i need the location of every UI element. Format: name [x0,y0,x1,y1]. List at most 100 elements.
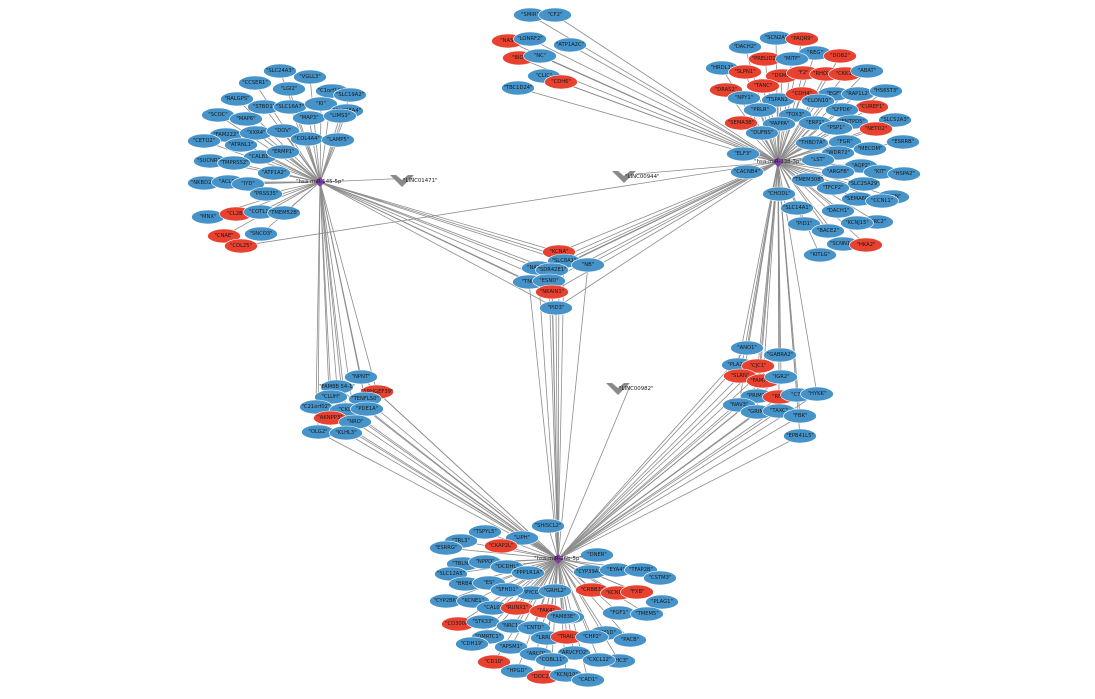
gene-node-rap1l2[interactable]: "RAP1L2" [841,86,875,102]
gene-node-fxb[interactable]: "FXB" [620,584,654,600]
gene-node-nkain1[interactable]: "NKAIN1" [535,284,569,300]
gene-node-pacb[interactable]: "PACB" [613,632,647,648]
gene-node-tmem30b[interactable]: "TMEM30B" [791,172,825,188]
gene-node-fam83e[interactable]: "FAM83E" [546,609,580,625]
gene-node-ki[interactable]: "KI" [304,96,338,112]
gene-node-tmprss2[interactable]: "TMPRSS2" [217,155,251,171]
gene-node-mitf[interactable]: "MITF" [775,51,809,67]
gene-node-atp1a2c[interactable]: "ATP1A2C" [553,37,587,53]
gene-node-lims3[interactable]: "LIMS3" [323,108,357,124]
gene-node-map3[interactable]: "MAP3" [292,110,326,126]
mirna-hub-hsa-mir-145-5p[interactable]: "hsa-miR-145-5p" [296,177,344,187]
gene-node-pde1a[interactable]: "PDE1A" [350,401,384,417]
gene-node-eya4[interactable]: "EYA4" [599,562,633,578]
gene-node-atp1a2[interactable]: "ATP1A2" [257,165,291,181]
gene-node-atrnl1[interactable]: "ATRNL1" [224,137,258,153]
gene-node-slc19a2[interactable]: "SLC19A2" [333,87,367,103]
gene-node-fgf1[interactable]: "FGF1" [602,605,636,621]
gene-node-mecom[interactable]: "MECOM" [853,141,887,157]
gene-node-tfcp2[interactable]: "TFCP2" [816,180,850,196]
gene-node-tmem52b[interactable]: "TMEM52B" [267,205,301,221]
gene-node-map6[interactable]: "MAP6" [229,111,263,127]
gene-node-igr2[interactable]: "IGR2" [764,369,798,385]
gene-node-sema3b[interactable]: "SEMA3B" [724,115,758,131]
gene-node-tbc1d24[interactable]: "TBC1D24" [501,80,535,96]
gene-node-cdh19[interactable]: "CDH19" [455,636,489,652]
mirna-hub-hsa-mir-338-3p[interactable]: "hsa-miR-338-3p" [754,157,802,167]
gene-node-hka2[interactable]: "HKA2" [849,237,883,253]
gene-node-pid3[interactable]: "PID3" [539,300,573,316]
gene-node-scn2a[interactable]: "SCN2A" [759,30,793,46]
lncrna-node-linc00982[interactable]: "LINC00982" [606,383,654,395]
gene-node-iyd[interactable]: "IYD" [231,176,265,192]
gene-node-dach2[interactable]: "DACH2" [728,39,762,55]
gene-node-nb[interactable]: "NB" [571,257,605,273]
gene-node-slc14a1[interactable]: "SLC14A1" [780,200,814,216]
gene-node-paqr9[interactable]: "PAQR9" [785,31,819,47]
gene-node-lst[interactable]: "LST" [801,152,835,168]
gene-node-lonrf2[interactable]: "LONRF2" [513,31,547,47]
gene-node-ralgps[interactable]: "RALGPS" [220,91,254,107]
gene-node-fbk[interactable]: "FBK" [783,408,817,424]
gene-node-cnae[interactable]: "CNAE" [207,228,241,244]
gene-node-cstm3[interactable]: "CSTM3" [643,570,677,586]
gene-node-elf3[interactable]: "ELF3" [726,146,760,162]
gene-node-argfb[interactable]: "ARGFB" [821,164,855,180]
gene-node-runx1[interactable]: "RUNX1" [500,600,534,616]
gene-node-cad1[interactable]: "CAD1" [571,672,605,688]
gene-node-cldn10[interactable]: "CLDN10" [801,93,835,109]
gene-node-kitlg[interactable]: "KITLG" [803,247,837,263]
gene-node-slc24a3[interactable]: "SLC24A3" [263,63,297,79]
gene-node-cobl11[interactable]: "COBL11" [535,652,569,668]
gene-node-ceto2[interactable]: "CETO2" [187,133,221,149]
gene-node-chodl[interactable]: "CHODL" [762,186,796,202]
gene-node-cd10[interactable]: "CD10" [477,654,511,670]
gene-node-sfhd1[interactable]: "SFHD1" [490,582,524,598]
gene-node-psp1[interactable]: "PSP1" [819,120,853,136]
gene-node-scoc[interactable]: "SCOC" [201,107,235,123]
gene-node-col25[interactable]: "COL25" [224,238,258,254]
gene-node-npnt[interactable]: "NPNT" [344,369,378,385]
gene-node-tanc[interactable]: "TANC" [746,78,780,94]
gene-node-cf2[interactable]: "CF2" [538,7,572,23]
gene-node-ppp1r1a[interactable]: "PPP1R1A" [511,565,545,581]
gene-node-esrrg[interactable]: "ESRRG" [429,540,463,556]
gene-node-slc25a29[interactable]: "SLC25A29" [847,176,881,192]
gene-node-lamp5[interactable]: "LAMP5" [321,132,355,148]
gene-node-hykk[interactable]: "HYKK" [800,386,834,402]
gene-node-hs6st3[interactable]: "HS6ST3" [869,83,903,99]
lncrna-node-linc00944[interactable]: "LINC00944" [612,171,660,183]
gene-node-npy1[interactable]: "NPY1" [727,90,761,106]
gene-node-col4a4[interactable]: "COL4A4" [290,131,324,147]
gene-node-prlr[interactable]: "PRLR" [743,102,777,118]
lncrna-node-linc01471[interactable]: "LINC01471" [390,175,438,187]
gene-node-hspa2[interactable]: "HSPA2" [887,166,921,182]
gene-node-curef1[interactable]: "CUREF1" [855,99,889,115]
gene-node-chp2[interactable]: "CHP2" [575,629,609,645]
gene-node-klhl3[interactable]: "KLHL3" [329,425,363,441]
gene-node-ccser1[interactable]: "CCSER1" [238,75,272,91]
gene-node-cjc1[interactable]: "CJC1" [741,358,775,374]
gene-node-abat[interactable]: "ABAT" [850,63,884,79]
gene-node-grhl2[interactable]: "GRHL2" [538,583,572,599]
gene-node-shiscl2[interactable]: "SHISCL2" [531,518,565,534]
mirna-hub-hsa-mir-26b-5p[interactable]: "hsa-miR-26b-5p" [534,554,582,564]
gene-node-gabra2[interactable]: "GABRA2" [763,347,797,363]
gene-node-ccnl1[interactable]: "CCNL1" [865,193,899,209]
gene-node-prelid2[interactable]: "PRELID2" [748,51,782,67]
gene-node-thbd7a[interactable]: "THBD7A" [795,135,829,151]
gene-node-dufbs[interactable]: "DUFBS" [745,125,779,141]
gene-node-dob2[interactable]: "DOB2" [823,48,857,64]
gene-node-tmem5[interactable]: "TMEM5" [630,606,664,622]
gene-node-pid1[interactable]: "PID1" [787,216,821,232]
gene-node-mnx[interactable]: "MNX" [191,209,225,225]
gene-node-esrrb[interactable]: "ESRRB" [886,134,920,150]
gene-node-cdh6[interactable]: "CDH6" [544,74,578,90]
gene-node-vgll3[interactable]: "VGLL3" [293,69,327,85]
gene-node-dach1[interactable]: "DACH1" [821,203,855,219]
gene-node-apsm1[interactable]: "APSM1" [494,639,528,655]
gene-node-plag1[interactable]: "PLAG1" [645,594,679,610]
gene-node-cacnb4[interactable]: "CACNB4" [730,164,764,180]
gene-node-nc[interactable]: "NC" [523,48,557,64]
gene-node-neto2[interactable]: "NETO2" [859,121,893,137]
